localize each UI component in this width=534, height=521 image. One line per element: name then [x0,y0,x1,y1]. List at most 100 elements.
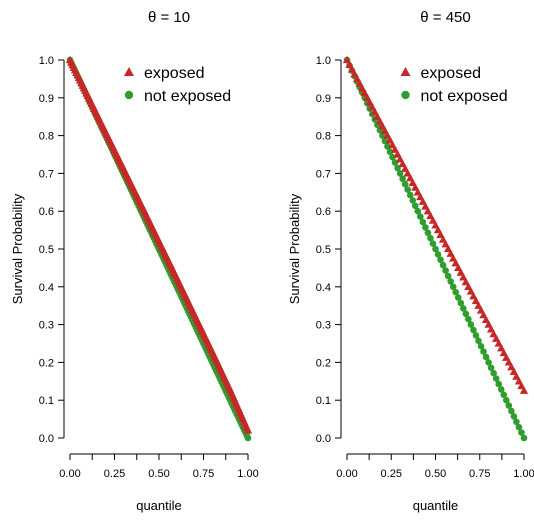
y-tick-label: 0.3 [39,320,54,332]
data-point [437,256,444,264]
data-point [495,380,503,388]
data-point [406,191,414,199]
chart-title: θ = 450 [420,9,470,26]
x-tick-label: 0.75 [469,468,490,480]
y-tick-label: 0.5 [39,244,54,256]
legend-marker [124,67,134,76]
data-point [515,423,523,431]
data-point [467,321,475,328]
data-point [497,386,505,393]
data-point [487,364,495,372]
data-point [447,278,454,285]
x-tick-label: 0.25 [104,468,125,480]
data-point [510,413,518,420]
y-axis-label: Survival Probability [10,193,25,304]
data-point [482,353,490,361]
y-tick-label: 0.7 [316,168,331,180]
data-point [492,375,500,382]
x-tick-label: 0.25 [381,468,402,480]
data-point [244,434,252,442]
x-axis-label: quantile [136,498,182,513]
data-point [409,197,417,204]
data-point [429,240,437,247]
data-point [457,299,465,307]
legend-label: exposed [144,65,205,82]
x-tick-label: 0.00 [59,468,80,480]
data-point [439,261,447,269]
data-point [518,429,525,436]
data-point [505,402,513,409]
data-point [417,213,424,220]
y-tick-label: 1.0 [316,55,331,67]
data-point [480,348,487,355]
data-point [391,159,399,166]
data-point [449,283,457,291]
y-tick-label: 0.6 [316,206,331,218]
data-point [452,288,460,296]
y-tick-label: 0.2 [39,357,54,369]
data-point [462,310,470,318]
data-point [399,175,406,183]
y-tick-label: 1.0 [39,55,54,67]
legend-marker [401,90,410,100]
data-point [422,224,429,231]
chart-panel-1: θ = 100.00.10.20.30.40.50.60.70.80.91.00… [10,9,259,513]
x-tick-label: 0.50 [148,468,169,480]
data-point [460,305,467,312]
y-tick-label: 0.5 [316,244,331,256]
y-tick-label: 0.3 [316,320,331,332]
y-axis-label: Survival Probability [287,193,302,304]
data-point [508,407,515,415]
y-tick-label: 0.6 [39,206,54,218]
data-point [513,418,520,426]
data-point [414,207,422,215]
x-axis-label: quantile [413,498,459,513]
x-tick-label: 0.00 [336,468,357,480]
y-tick-label: 0.1 [316,395,331,407]
chart-panel-2: θ = 450 0.0 0.1 0.2 0.3 0.4 0.5 0.6 0.7 0.8 0.9 1.0… [287,9,534,513]
legend-marker [124,90,134,100]
data-point [434,251,442,258]
data-point [386,148,394,156]
data-point [475,337,482,345]
data-point [520,434,528,442]
data-point [411,202,419,210]
series-exposed [342,55,529,394]
data-point [424,229,432,237]
data-point [243,426,253,434]
data-point [472,332,480,339]
data-point [500,391,508,399]
y-tick-label: 0.1 [39,395,54,407]
data-point [427,234,434,242]
data-point [490,369,497,377]
y-tick-label: 0.0 [316,433,331,445]
chart-title: θ = 10 [148,9,190,26]
data-point [401,180,409,188]
x-tick-label: 1.00 [237,468,258,480]
data-point [454,294,462,301]
data-point [404,186,411,193]
data-point [442,267,449,274]
x-tick-label: 0.50 [425,468,446,480]
data-point [485,359,492,366]
data-point [470,326,477,334]
y-tick-label: 0.4 [316,282,331,294]
y-tick-label: 0.9 [316,93,331,105]
data-point [503,396,510,404]
x-tick-label: 0.75 [193,468,214,480]
y-tick-label: 0.8 [39,131,54,143]
y-tick-label: 0.0 [39,433,54,445]
y-tick-label: 0.8 [316,131,331,143]
legend-label: exposed [421,65,482,82]
series-exposed [65,55,253,434]
y-tick-label: 0.2 [316,357,331,369]
x-tick-label: 1.00 [513,468,534,480]
legend-label: not exposed [144,88,231,105]
data-point [419,218,427,226]
data-point [432,245,439,253]
data-point [519,386,529,394]
legend-marker [400,67,411,76]
y-tick-label: 0.4 [39,282,54,294]
data-point [389,153,396,161]
